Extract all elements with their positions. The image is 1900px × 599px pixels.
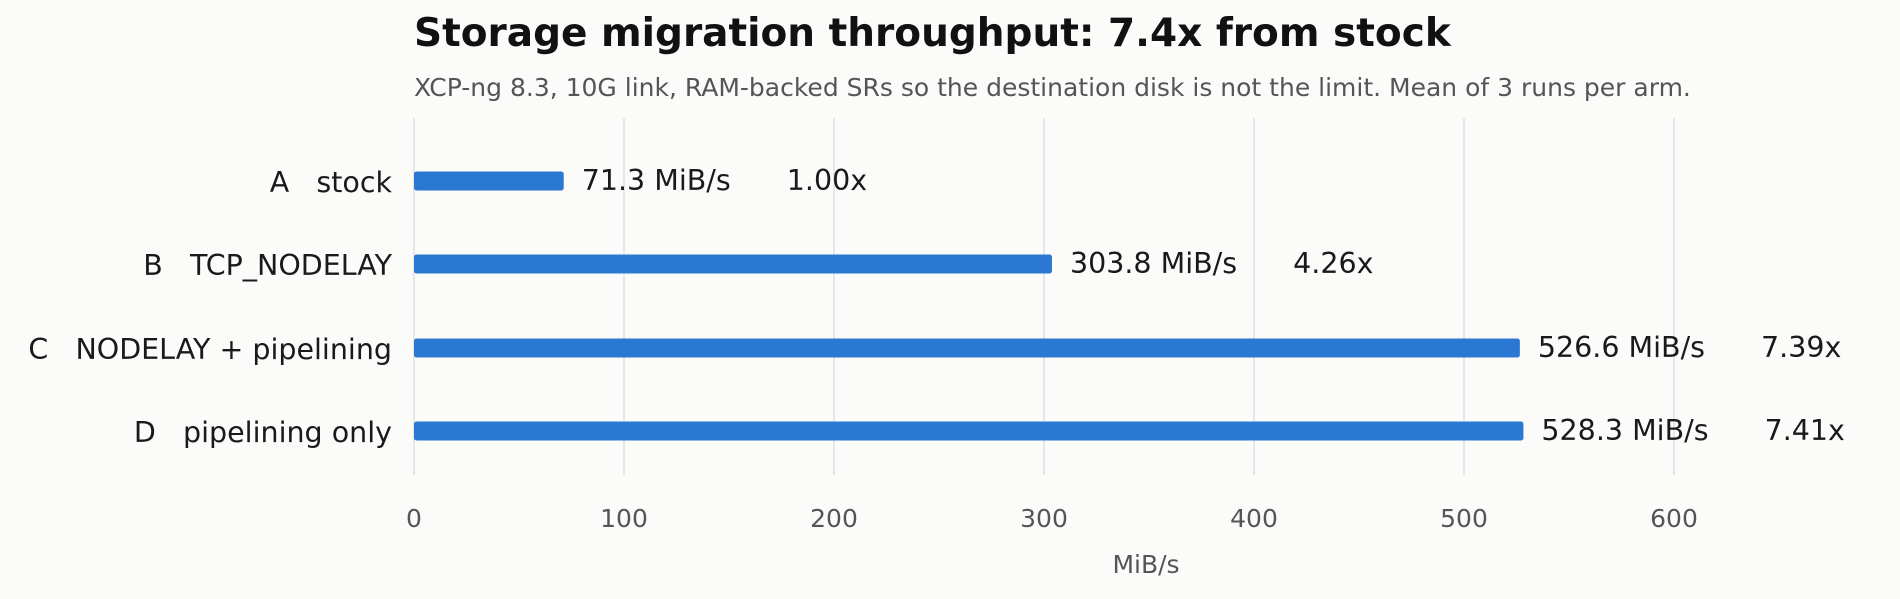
category-label: D pipelining only bbox=[134, 416, 392, 449]
multiplier-label: 7.41x bbox=[1765, 414, 1845, 447]
x-axis-label: MiB/s bbox=[1112, 550, 1179, 579]
bar bbox=[414, 421, 1524, 441]
value-label: 526.6 MiB/s bbox=[1538, 331, 1705, 364]
value-label: 71.3 MiB/s bbox=[582, 164, 731, 197]
x-tick-label: 200 bbox=[810, 504, 858, 533]
x-tick-label: 600 bbox=[1650, 504, 1698, 533]
category-label: A stock bbox=[270, 166, 393, 199]
multiplier-label: 7.39x bbox=[1761, 331, 1841, 364]
x-tick-label: 500 bbox=[1440, 504, 1488, 533]
multiplier-label: 4.26x bbox=[1293, 247, 1373, 280]
category-label: C NODELAY + pipelining bbox=[28, 333, 392, 366]
bar bbox=[414, 171, 564, 191]
value-label: 528.3 MiB/s bbox=[1541, 414, 1708, 447]
category-label: B TCP_NODELAY bbox=[143, 249, 392, 282]
bar bbox=[414, 254, 1052, 274]
x-tick-label: 400 bbox=[1230, 504, 1278, 533]
x-axis: 0 100 200 300 400 500 600 bbox=[406, 504, 1698, 533]
x-tick-label: 300 bbox=[1020, 504, 1068, 533]
chart-title: Storage migration throughput: 7.4x from … bbox=[414, 11, 1452, 56]
x-tick-label: 0 bbox=[406, 504, 422, 533]
x-tick-label: 100 bbox=[600, 504, 648, 533]
bar bbox=[414, 338, 1520, 358]
grid-layer bbox=[413, 118, 1675, 475]
multiplier-label: 1.00x bbox=[787, 164, 867, 197]
chart-subtitle: XCP-ng 8.3, 10G link, RAM-backed SRs so … bbox=[414, 73, 1691, 102]
value-label: 303.8 MiB/s bbox=[1070, 247, 1237, 280]
bar-layer: A stock 71.3 MiB/s 1.00x B TCP_NODELAY 303.8… bbox=[28, 164, 1845, 449]
